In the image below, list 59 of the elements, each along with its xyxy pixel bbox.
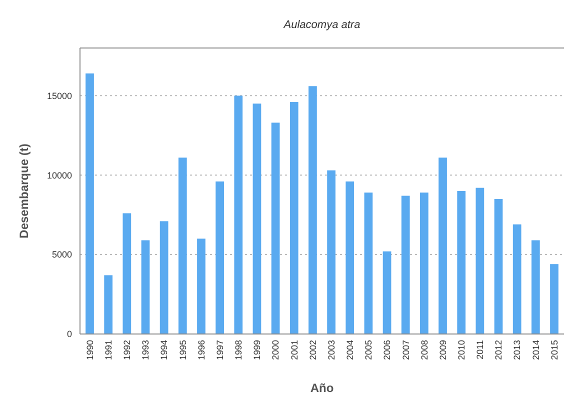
y-axis-title: Desembarque (t) [17, 144, 31, 238]
chart-title: Aulacomya atra [282, 19, 360, 31]
x-tick-label: 2000 [270, 340, 281, 360]
bar [550, 264, 558, 334]
x-tick-label: 1997 [214, 340, 225, 360]
bar [494, 198, 503, 334]
x-tick-label: 2002 [308, 340, 318, 360]
bar [401, 196, 410, 334]
bar [160, 221, 168, 334]
x-tick-label: 2001 [289, 340, 300, 360]
bar [271, 122, 280, 334]
x-tick-label: 1999 [252, 340, 262, 360]
x-tick-label: 2006 [382, 340, 392, 360]
x-axis-title: Año [310, 381, 334, 395]
bar [327, 170, 336, 334]
bar [197, 238, 206, 334]
bar [346, 181, 354, 334]
bar [216, 181, 224, 334]
bar [457, 191, 466, 334]
bar [512, 224, 522, 334]
bar [86, 73, 94, 334]
x-tick-label: 1996 [196, 340, 206, 360]
bar [141, 240, 150, 334]
x-tick-label: 2013 [512, 340, 522, 360]
y-tick-label: 0 [66, 329, 72, 340]
x-tick-label: 2007 [400, 340, 411, 360]
x-tick-label: 1993 [140, 340, 151, 360]
bar [382, 251, 392, 334]
x-tick-label: 2009 [438, 340, 448, 360]
x-tick-label: 2003 [326, 340, 336, 360]
y-tick-label: 5000 [52, 250, 72, 260]
bar [308, 86, 317, 334]
bar [290, 102, 298, 334]
x-tick-label: 1992 [122, 340, 132, 360]
x-tick-label: 2010 [456, 340, 466, 360]
x-tick-label: 1991 [103, 340, 114, 360]
bar [364, 192, 373, 334]
x-tick-label: 2015 [549, 340, 560, 360]
x-tick-label: 1990 [84, 340, 95, 360]
x-tick-label: 1994 [159, 340, 170, 360]
bar [476, 188, 484, 334]
bar [438, 158, 447, 334]
x-tick-label: 2008 [419, 340, 430, 360]
y-tick-label: 15000 [46, 90, 72, 101]
bar [104, 275, 113, 334]
bar [178, 158, 187, 334]
y-tick-label: 10000 [46, 170, 72, 180]
x-tick-label: 2011 [475, 340, 486, 360]
bar [420, 192, 428, 334]
x-tick-label: 1998 [234, 340, 244, 360]
x-tick-label: 1995 [178, 340, 188, 360]
x-tick-label: 2012 [494, 340, 504, 360]
bar [252, 104, 262, 334]
bar [122, 213, 132, 334]
x-tick-label: 2014 [530, 340, 541, 360]
x-tick-label: 2005 [364, 340, 374, 360]
bar [234, 96, 243, 334]
bar [531, 240, 540, 334]
x-tick-label: 2004 [345, 340, 356, 360]
